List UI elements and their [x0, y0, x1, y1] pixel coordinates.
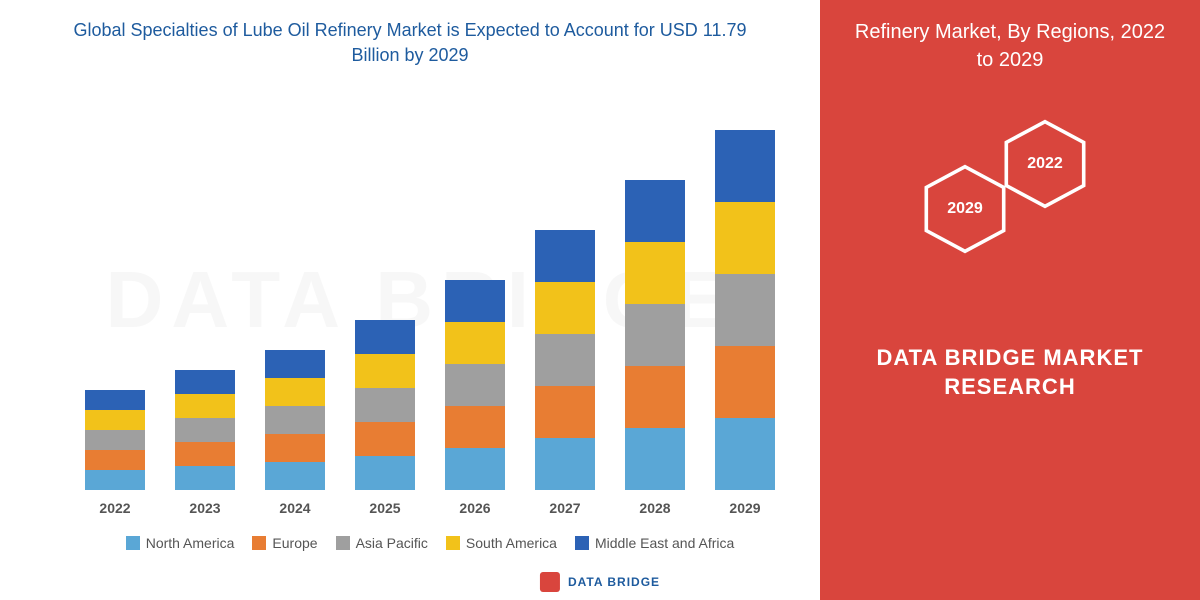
- brand-text: DATA BRIDGE MARKET RESEARCH: [877, 344, 1144, 401]
- bar-segment: [175, 442, 235, 466]
- bar-segment: [715, 274, 775, 346]
- legend-label: Asia Pacific: [356, 535, 428, 551]
- bar-segment: [355, 422, 415, 456]
- bar-segment: [265, 378, 325, 406]
- bar-segment: [625, 428, 685, 490]
- bar-column: [265, 350, 325, 490]
- bar-segment: [85, 430, 145, 450]
- bar-segment: [265, 406, 325, 434]
- bar-segment: [535, 334, 595, 386]
- x-axis-label: 2023: [175, 500, 235, 516]
- bar-segment: [175, 370, 235, 394]
- legend-swatch-icon: [126, 536, 140, 550]
- bar-column: [445, 280, 505, 490]
- x-axis-label: 2026: [445, 500, 505, 516]
- bar-column: [715, 130, 775, 490]
- plot-area: [70, 90, 790, 490]
- bar-segment: [85, 410, 145, 430]
- legend-swatch-icon: [336, 536, 350, 550]
- bar-segment: [175, 394, 235, 418]
- footer-logo-text: DATA BRIDGE: [568, 575, 660, 589]
- x-axis-label: 2024: [265, 500, 325, 516]
- bar-segment: [625, 304, 685, 366]
- legend-item: Middle East and Africa: [575, 535, 734, 551]
- bar-column: [535, 230, 595, 490]
- bar-segment: [445, 406, 505, 448]
- panel-title: Refinery Market, By Regions, 2022 to 202…: [820, 0, 1200, 84]
- bar-segment: [625, 180, 685, 242]
- bar-segment: [715, 202, 775, 274]
- legend-item: North America: [126, 535, 235, 551]
- legend-label: Middle East and Africa: [595, 535, 734, 551]
- x-axis-label: 2028: [625, 500, 685, 516]
- bar-segment: [355, 320, 415, 354]
- legend-label: Europe: [272, 535, 317, 551]
- bar-segment: [85, 470, 145, 490]
- bar-segment: [265, 462, 325, 490]
- footer-logo: DATA BRIDGE: [540, 572, 660, 592]
- x-axis-label: 2029: [715, 500, 775, 516]
- bar-segment: [535, 230, 595, 282]
- main-chart-area: Global Specialties of Lube Oil Refinery …: [0, 0, 820, 600]
- footer-logo-mark-icon: [540, 572, 560, 592]
- bar-segment: [715, 130, 775, 202]
- bar-segment: [445, 448, 505, 490]
- hex-label-2029: 2029: [947, 200, 983, 218]
- chart-title: Global Specialties of Lube Oil Refinery …: [0, 0, 820, 78]
- hexagon-2029: 2029: [920, 164, 1010, 254]
- bar-segment: [715, 418, 775, 490]
- legend-swatch-icon: [252, 536, 266, 550]
- bar-segment: [445, 364, 505, 406]
- bar-column: [175, 370, 235, 490]
- bar-segment: [445, 280, 505, 322]
- bar-segment: [265, 434, 325, 462]
- bars-container: [70, 90, 790, 490]
- bar-segment: [715, 346, 775, 418]
- bar-segment: [175, 466, 235, 490]
- bar-segment: [535, 282, 595, 334]
- legend-swatch-icon: [446, 536, 460, 550]
- bar-segment: [625, 242, 685, 304]
- bar-column: [625, 180, 685, 490]
- bar-segment: [85, 450, 145, 470]
- x-axis-label: 2025: [355, 500, 415, 516]
- hex-label-2022: 2022: [1027, 155, 1063, 173]
- bar-segment: [265, 350, 325, 378]
- brand-line2: RESEARCH: [877, 373, 1144, 402]
- bar-segment: [535, 386, 595, 438]
- bar-segment: [85, 390, 145, 410]
- bar-segment: [355, 388, 415, 422]
- bar-segment: [175, 418, 235, 442]
- legend-swatch-icon: [575, 536, 589, 550]
- bar-column: [85, 390, 145, 490]
- hexagon-2022: 2022: [1000, 119, 1090, 209]
- right-panel: Refinery Market, By Regions, 2022 to 202…: [820, 0, 1200, 600]
- bar-segment: [625, 366, 685, 428]
- x-axis-labels: 2022 2023 2024 2025 2026 2027 2028 2029: [70, 500, 790, 516]
- legend-item: South America: [446, 535, 557, 551]
- bar-segment: [355, 354, 415, 388]
- bar-segment: [535, 438, 595, 490]
- x-axis-label: 2022: [85, 500, 145, 516]
- hexagon-group: 2029 2022: [910, 114, 1110, 274]
- bar-segment: [445, 322, 505, 364]
- legend: North America Europe Asia Pacific South Ame…: [70, 535, 790, 551]
- legend-item: Europe: [252, 535, 317, 551]
- x-axis-label: 2027: [535, 500, 595, 516]
- bar-segment: [355, 456, 415, 490]
- brand-line1: DATA BRIDGE MARKET: [877, 344, 1144, 373]
- legend-label: South America: [466, 535, 557, 551]
- legend-item: Asia Pacific: [336, 535, 428, 551]
- legend-label: North America: [146, 535, 235, 551]
- bar-column: [355, 320, 415, 490]
